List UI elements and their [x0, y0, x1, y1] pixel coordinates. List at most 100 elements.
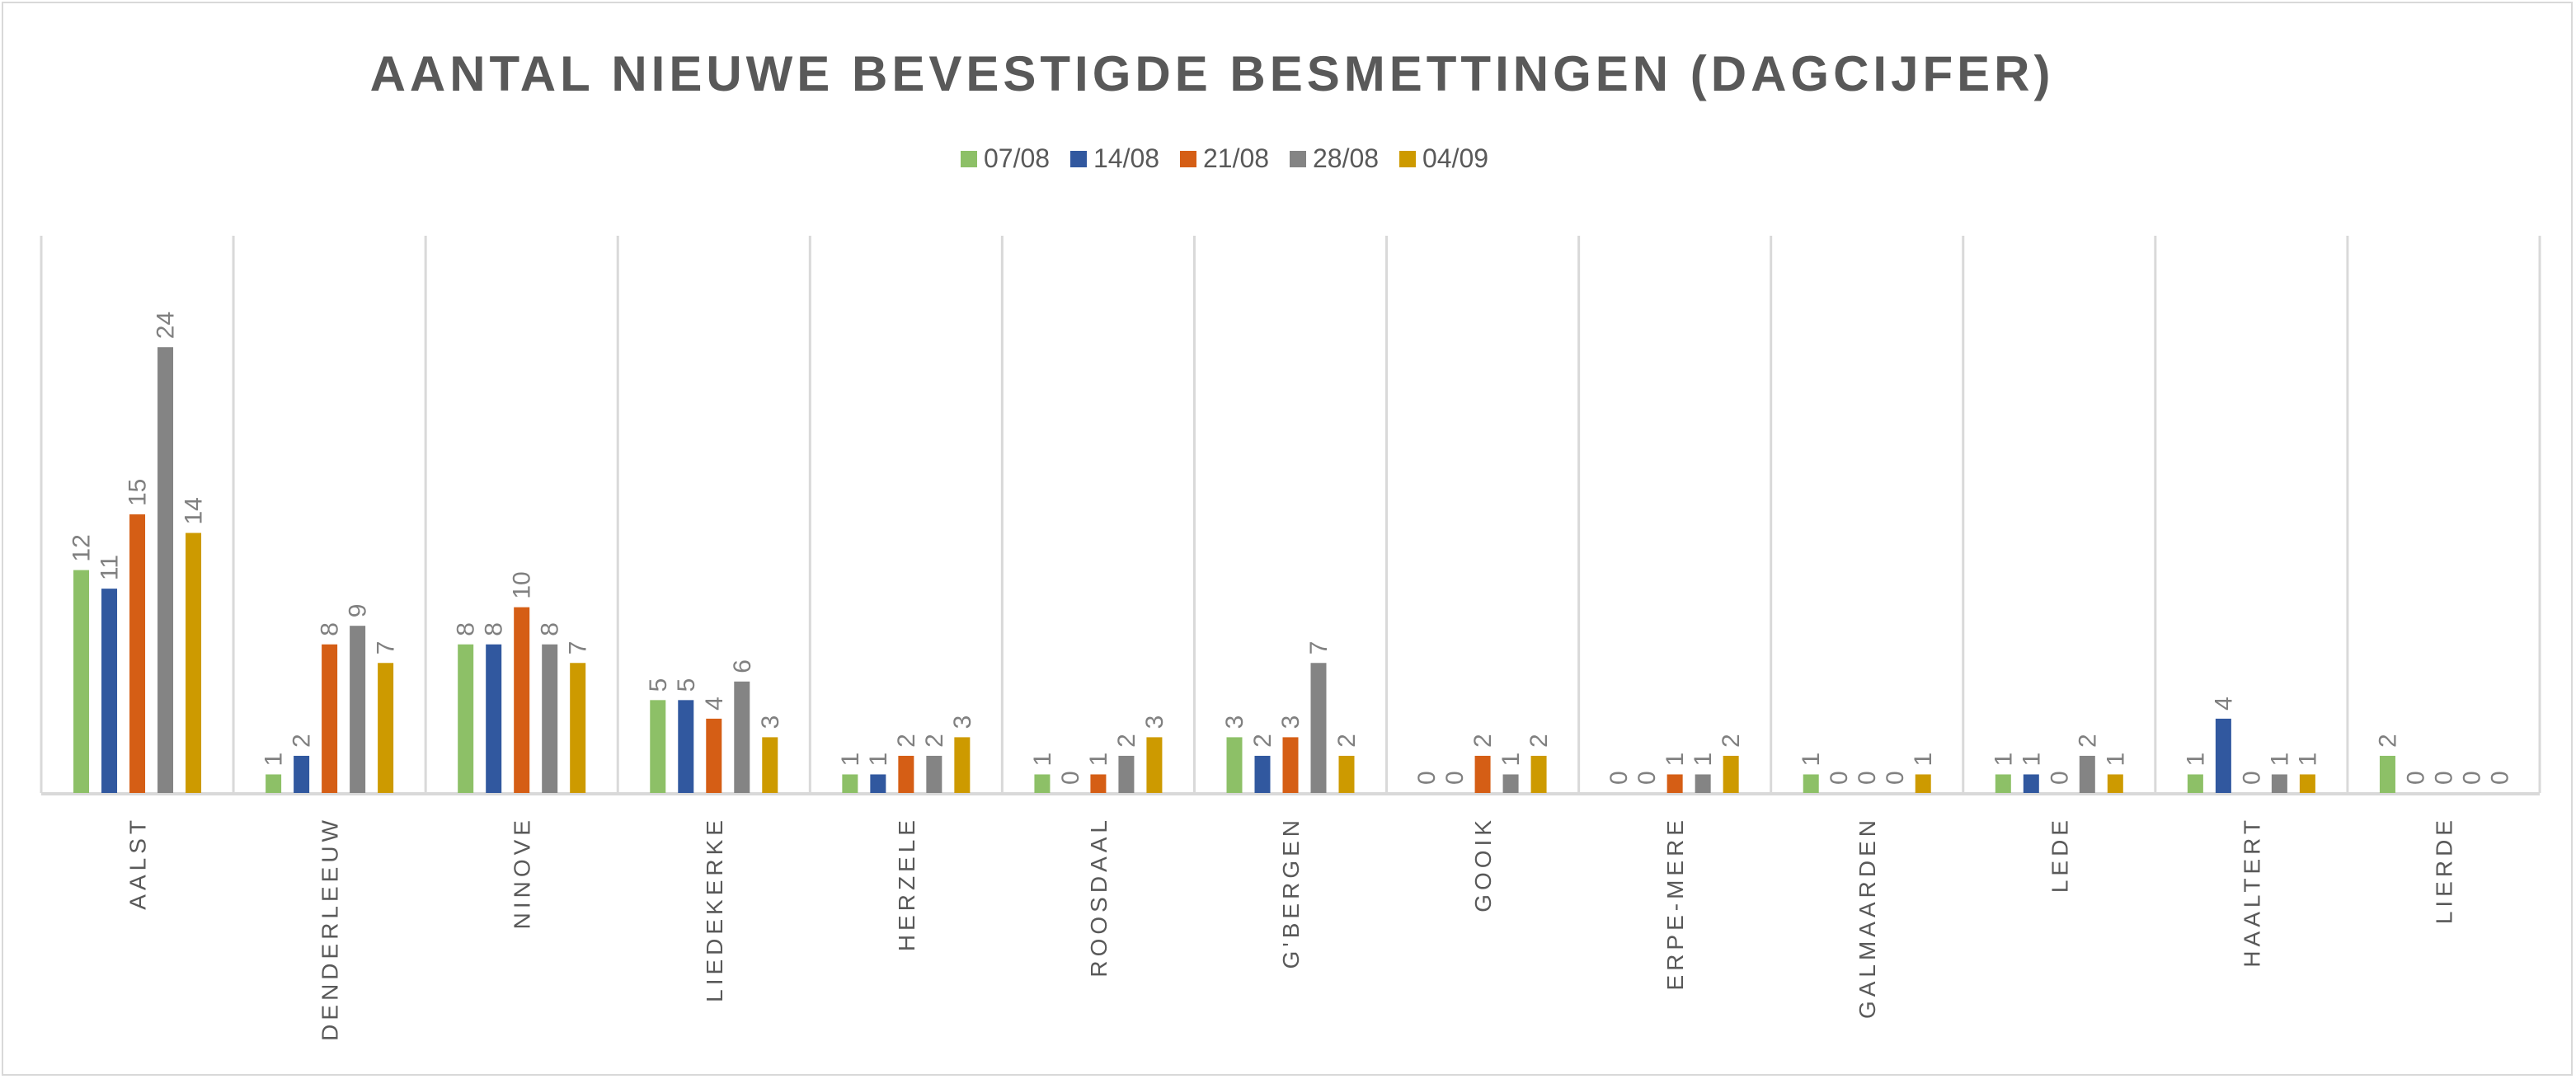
data-label: 2: [2074, 734, 2101, 748]
bar-ninove-21-08: [514, 607, 530, 793]
legend-label: 04/09: [1422, 143, 1488, 173]
data-label: 1: [1497, 753, 1525, 767]
data-label: 0: [1413, 771, 1441, 785]
data-label: 0: [1057, 771, 1084, 785]
data-label: 2: [1718, 734, 1745, 748]
data-label: 7: [565, 641, 592, 655]
data-label: 0: [2430, 771, 2457, 785]
chart-title: AANTAL NIEUWE BEVESTIGDE BESMETTINGEN (D…: [370, 46, 2055, 101]
bar-liedekerke-04-09: [762, 737, 778, 793]
data-label: 2: [1525, 734, 1553, 748]
data-label: 7: [373, 641, 400, 655]
data-label: 3: [1277, 715, 1304, 729]
data-label: 3: [1141, 715, 1168, 729]
bar-liedekerke-07-08: [650, 700, 666, 793]
data-label: 0: [1605, 771, 1633, 785]
bar-denderleeuw-04-09: [378, 663, 394, 793]
category-label: AALST: [125, 816, 151, 910]
data-label: 0: [2486, 771, 2513, 785]
data-label: 5: [673, 678, 700, 692]
data-label: 0: [1854, 771, 1881, 785]
data-label: 0: [2046, 771, 2073, 785]
bar-ninove-04-09: [570, 663, 586, 793]
bar-lierde-07-08: [2379, 755, 2395, 793]
data-label: 9: [345, 604, 372, 618]
data-label: 0: [1882, 771, 1909, 785]
data-label: 2: [2374, 734, 2401, 748]
bar-haaltert-28-08: [2271, 774, 2287, 793]
data-label: 15: [125, 479, 152, 506]
bar-aalst-07-08: [73, 570, 90, 793]
category-label: LEDE: [2047, 816, 2072, 893]
grid: [40, 236, 2541, 795]
bar-g'bergen-21-08: [1282, 737, 1299, 793]
bar-ninove-28-08: [542, 644, 558, 793]
category-label: LIEDEKERKE: [702, 816, 727, 1002]
bar-denderleeuw-21-08: [322, 644, 338, 793]
legend: 07/08 14/08 21/08 28/08 04/09: [961, 143, 1488, 173]
bar-erpe-mere-21-08: [1666, 774, 1683, 793]
bar-roosdaal-07-08: [1034, 774, 1051, 793]
data-label: 1: [2182, 753, 2209, 767]
category-label: NINOVE: [510, 816, 535, 929]
bar-galmaarden-07-08: [1803, 774, 1819, 793]
data-label: 8: [537, 622, 564, 636]
bar-liedekerke-14-08: [678, 700, 694, 793]
data-label: 24: [153, 312, 180, 339]
bar-aalst-28-08: [157, 347, 174, 793]
category-label: G'BERGEN: [1278, 816, 1304, 969]
bar-g'bergen-14-08: [1254, 755, 1271, 793]
bar-herzele-28-08: [926, 755, 942, 793]
data-label: 1: [1798, 753, 1825, 767]
data-label: 12: [68, 534, 96, 561]
data-label: 2: [893, 734, 920, 748]
data-label: 7: [1305, 641, 1333, 655]
data-label: 1: [1990, 753, 2017, 767]
legend-label: 21/08: [1203, 143, 1269, 173]
data-label: 2: [921, 734, 948, 748]
bar-herzele-07-08: [842, 774, 858, 793]
bar-gooik-04-09: [1530, 755, 1547, 793]
data-label: 1: [837, 753, 864, 767]
legend-swatch-28-08: [1290, 151, 1306, 167]
bar-aalst-14-08: [101, 589, 118, 793]
data-label: 10: [509, 571, 536, 598]
bar-lede-07-08: [1995, 774, 2011, 793]
data-label: 4: [701, 697, 728, 711]
bar-lede-14-08: [2023, 774, 2039, 793]
data-label: 2: [1469, 734, 1497, 748]
data-label: 0: [1441, 771, 1469, 785]
legend-swatch-14-08: [1070, 151, 1087, 167]
bar-liedekerke-21-08: [706, 718, 722, 793]
data-label: 1: [2294, 753, 2321, 767]
legend-label: 28/08: [1313, 143, 1379, 173]
data-label: 1: [1662, 753, 1689, 767]
bar-aalst-21-08: [129, 514, 146, 793]
bar-erpe-mere-28-08: [1695, 774, 1711, 793]
data-label: 6: [729, 659, 756, 673]
data-label: 4: [2210, 697, 2237, 711]
category-label: HAALTERT: [2239, 816, 2264, 968]
data-label: 2: [1113, 734, 1140, 748]
bar-denderleeuw-28-08: [350, 626, 366, 793]
category-label: HERZELE: [894, 816, 919, 951]
data-label: 1: [2102, 753, 2129, 767]
data-label: 3: [1221, 715, 1248, 729]
category-label: ERPE-MERE: [1662, 816, 1688, 990]
category-label: LIERDE: [2431, 816, 2456, 924]
bar-lede-04-09: [2107, 774, 2123, 793]
bar-ninove-07-08: [458, 644, 474, 793]
data-label: 3: [757, 715, 784, 729]
bar-haaltert-14-08: [2215, 718, 2231, 793]
bar-herzele-21-08: [898, 755, 914, 793]
data-label: 8: [317, 622, 344, 636]
bar-haaltert-04-09: [2299, 774, 2315, 793]
category-label: GOOIK: [1470, 816, 1496, 912]
category-label: DENDERLEEUW: [317, 816, 343, 1041]
bar-aalst-04-09: [186, 532, 202, 793]
data-label: 1: [1029, 753, 1056, 767]
data-label: 0: [2238, 771, 2265, 785]
bar-denderleeuw-07-08: [266, 774, 282, 793]
